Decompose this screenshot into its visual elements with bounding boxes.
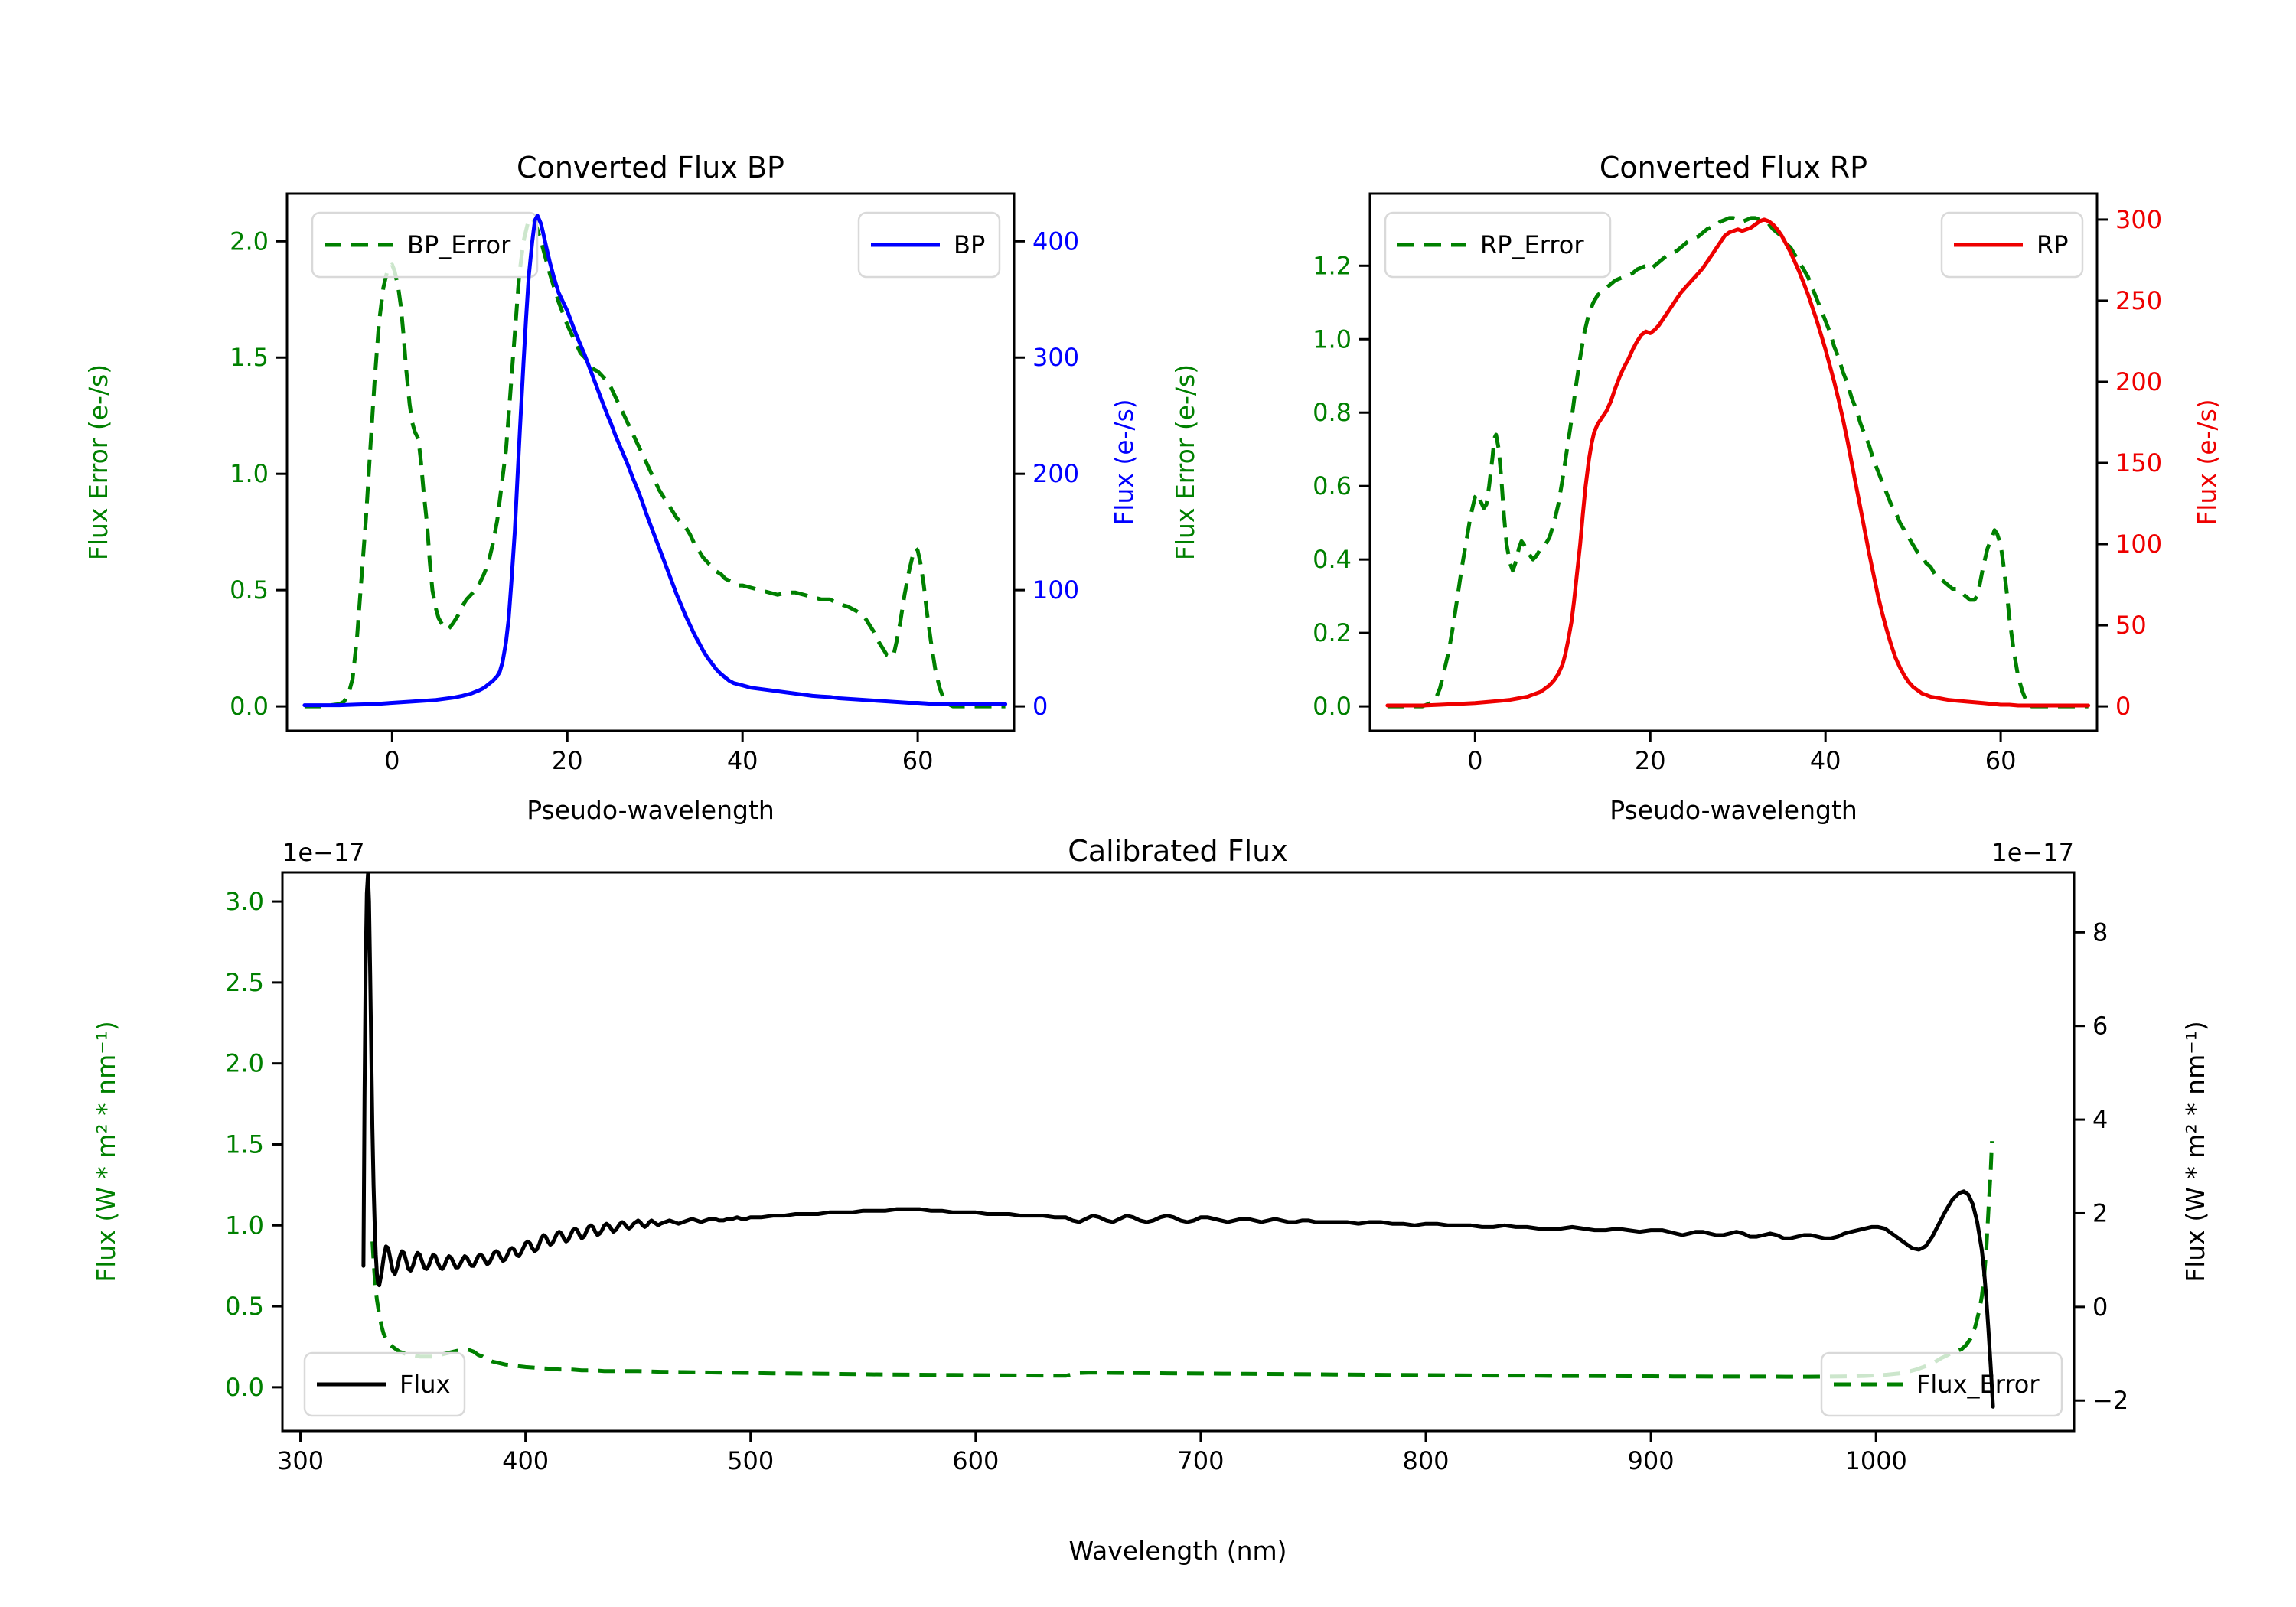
y-tick-label-left: 3.0 — [225, 887, 264, 916]
x-tick-label: 40 — [1810, 746, 1841, 775]
bp-left-y-axis-label: Flux Error (e-/s) — [83, 364, 113, 560]
bp-chart-title: Converted Flux BP — [517, 151, 784, 184]
legend-box — [1820, 1351, 2063, 1417]
y-tick-label-left: 0.6 — [1313, 471, 1352, 500]
y-tick-label-right: 400 — [1032, 227, 1079, 256]
x-tick-label: 20 — [552, 746, 583, 775]
x-tick-label: 0 — [384, 746, 400, 775]
x-tick-label: 40 — [727, 746, 758, 775]
legend-rp: RP — [1940, 211, 2084, 279]
calibrated-left-y-axis-label: Flux (W * m² * nm⁻¹) — [91, 1021, 121, 1283]
bp-chart: Converted Flux BP BP_Error BP 0 20 40 60 0.0 0.… — [83, 151, 1139, 825]
y-tick-label-right: 0 — [2092, 1292, 2108, 1322]
x-tick-label: 1000 — [1844, 1446, 1906, 1475]
bp-x-axis-label: Pseudo-wavelength — [527, 795, 775, 825]
bp-right-y-axis-label: Flux (e-/s) — [1109, 399, 1139, 525]
y-tick-label-left: 2.5 — [225, 968, 264, 997]
y-tick-label-left: 1.0 — [230, 459, 269, 488]
x-tick-label: 400 — [502, 1446, 549, 1475]
y-tick-label-right: 8 — [2092, 918, 2108, 947]
legend-label: BP — [954, 230, 985, 259]
x-tick-label: 60 — [902, 746, 934, 775]
y-tick-label-left: 1.2 — [1313, 251, 1352, 280]
y-tick-label-left: 0.2 — [1313, 618, 1352, 647]
y-tick-label-left: 1.5 — [230, 343, 269, 372]
axes-spines — [285, 192, 1016, 732]
rp-chart: Converted Flux RP RP_Error RP 0 20 40 60 0.0 0.… — [1170, 151, 2222, 825]
calibrated-x-axis-label: Wavelength (nm) — [1068, 1536, 1287, 1566]
x-tick-label: 900 — [1628, 1446, 1675, 1475]
y-tick-label-right: 300 — [1032, 343, 1079, 372]
left-axis-offset-text: 1e−17 — [282, 838, 365, 867]
y-tick-label-right: 200 — [1032, 459, 1079, 488]
calibrated-plot-area: Flux Flux_Error 300 400 500 600 700 800 900 1000 0… — [225, 871, 2128, 1475]
rp-right-y-axis-label: Flux (e-/s) — [2192, 399, 2222, 525]
legend-label: RP_Error — [1480, 230, 1584, 259]
y-tick-label-right: 100 — [2115, 530, 2162, 559]
legend-label: Flux — [400, 1370, 451, 1399]
y-tick-label-right: 150 — [2115, 448, 2162, 478]
x-tick-label: 20 — [1635, 746, 1666, 775]
series-bp-line — [302, 214, 1008, 708]
y-tick-label-left: 1.5 — [225, 1129, 264, 1159]
x-tick-label: 800 — [1402, 1446, 1449, 1475]
axes-spines — [281, 871, 2076, 1433]
rp-left-y-axis-label: Flux Error (e-/s) — [1170, 364, 1200, 560]
series-flux-line — [361, 872, 1995, 1409]
y-tick-label-right: 100 — [1032, 575, 1079, 605]
legend-bp: BP — [857, 211, 1001, 279]
legend-flux_error: Flux_Error — [1820, 1351, 2063, 1417]
rp-chart-title: Converted Flux RP — [1600, 151, 1867, 184]
y-tick-label-left: 1.0 — [1313, 324, 1352, 354]
y-tick-label-right: 0 — [1032, 692, 1048, 721]
y-tick-label-left: 0.5 — [225, 1292, 264, 1321]
legend-label: RP — [2037, 230, 2069, 259]
y-tick-label-right: 50 — [2115, 611, 2147, 640]
bp-plot-area: BP_Error BP 0 20 40 60 0.0 0.5 1.0 1.5 2.0 0 100 200 3… — [230, 192, 1079, 775]
y-tick-label-left: 0.4 — [1313, 545, 1352, 574]
legend-label: Flux_Error — [1916, 1370, 2040, 1399]
y-tick-label-left: 0.5 — [230, 575, 269, 605]
rp-x-axis-label: Pseudo-wavelength — [1609, 795, 1857, 825]
right-axis-offset-text: 1e−17 — [1991, 838, 2074, 867]
y-tick-label-right: 2 — [2092, 1198, 2108, 1227]
y-tick-label-right: 6 — [2092, 1012, 2108, 1041]
y-tick-label-right: 300 — [2115, 205, 2162, 234]
y-tick-label-left: 0.0 — [230, 692, 269, 721]
legend-box — [311, 211, 539, 279]
y-tick-label-left: 2.0 — [230, 227, 269, 256]
y-tick-label-right: 0 — [2115, 692, 2131, 721]
calibrated-chart: Calibrated Flux 1e−17 1e−17 Flux Flux_Err… — [91, 834, 2210, 1566]
y-tick-label-left: 0.0 — [1313, 692, 1352, 721]
y-tick-label-right: 4 — [2092, 1105, 2108, 1134]
legend-bp_error: BP_Error — [311, 211, 539, 279]
x-tick-label: 300 — [277, 1446, 324, 1475]
series-flux_error-line — [370, 1141, 1994, 1379]
y-tick-label-left: 0.8 — [1313, 398, 1352, 427]
series-rp-line — [1385, 217, 2091, 708]
x-tick-label: 500 — [727, 1446, 774, 1475]
y-tick-label-right: −2 — [2092, 1386, 2128, 1415]
legend-rp_error: RP_Error — [1384, 211, 1612, 279]
x-tick-label: 60 — [1985, 746, 2017, 775]
legend-flux: Flux — [303, 1351, 466, 1417]
x-tick-label: 0 — [1467, 746, 1482, 775]
y-tick-label-left: 2.0 — [225, 1049, 264, 1078]
series-bp_error-line — [304, 216, 1006, 709]
y-tick-label-left: 0.0 — [225, 1373, 264, 1402]
x-tick-label: 700 — [1177, 1446, 1224, 1475]
calibrated-chart-title: Calibrated Flux — [1068, 834, 1287, 868]
calibrated-right-y-axis-label: Flux (W * m² * nm⁻¹) — [2180, 1021, 2210, 1283]
legend-label: BP_Error — [407, 230, 511, 259]
legend-box — [1384, 211, 1612, 279]
x-tick-label: 600 — [952, 1446, 999, 1475]
series-rp_error-line — [1387, 216, 2089, 709]
y-tick-label-right: 200 — [2115, 367, 2162, 396]
y-tick-label-left: 1.0 — [225, 1211, 264, 1240]
rp-plot-area: RP_Error RP 0 20 40 60 0.0 0.2 0.4 0.6 0.8 1.0 1.2 0 5… — [1313, 192, 2162, 775]
y-tick-label-right: 250 — [2115, 286, 2162, 315]
